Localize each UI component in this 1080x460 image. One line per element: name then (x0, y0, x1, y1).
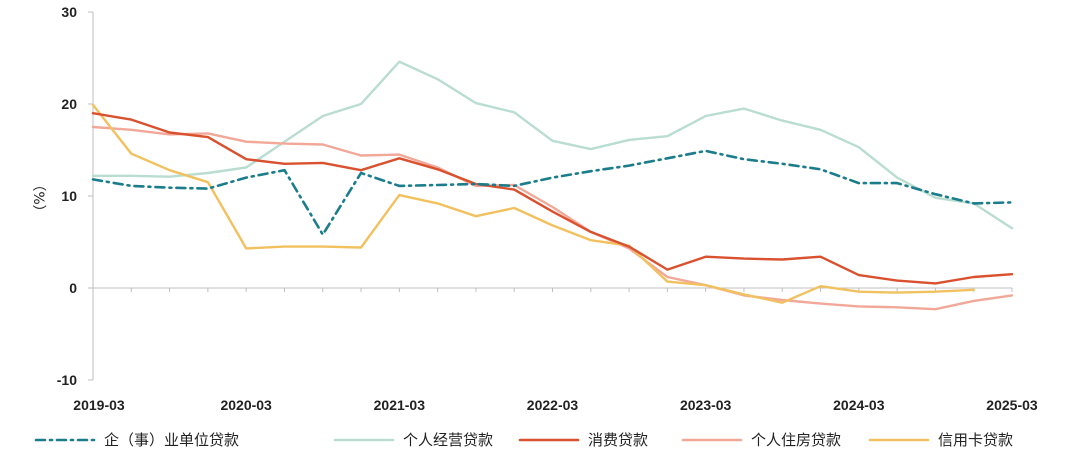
legend-label: 企（事）业单位贷款 (104, 431, 239, 449)
series-line-1 (91, 60, 1014, 230)
y-axis-label: （%） (30, 177, 46, 218)
y-tick-label: 30 (61, 4, 77, 20)
legend-label: 消费贷款 (588, 431, 648, 449)
y-tick-label: 20 (61, 96, 77, 112)
legend-label: 个人住房贷款 (751, 431, 841, 449)
x-tick-label: 2022-03 (527, 397, 579, 413)
legend-label: 个人经营贷款 (403, 431, 493, 449)
x-tick-label: 2024-03 (833, 397, 885, 413)
x-tick-label: 2019-03 (73, 397, 125, 413)
axes (92, 12, 1012, 380)
legend-label: 信用卡贷款 (938, 431, 1013, 449)
x-tick-label: 2025-03 (986, 397, 1038, 413)
x-tick-label: 2021-03 (374, 397, 426, 413)
y-tick-label: -10 (57, 372, 77, 388)
series-line-4 (91, 103, 975, 304)
x-tick-label: 2020-03 (220, 397, 272, 413)
y-tick-label: 10 (61, 188, 77, 204)
x-ticks: 2019-03 2020-03 2021-03 2022-03 2023-03 2024-… (73, 288, 1038, 413)
y-ticks: -10 0 10 20 30 (57, 4, 93, 388)
series-line-3 (91, 125, 1014, 311)
x-tick-label: 2023-03 (680, 397, 732, 413)
series-lines (91, 60, 1014, 311)
legend: 企（事）业单位贷款 个人经营贷款 消费贷款 个人住房贷款 信用卡贷款 (34, 431, 1013, 449)
y-tick-label: 0 (69, 280, 77, 296)
series-line-0 (91, 149, 1014, 236)
series-line-2 (91, 112, 1014, 285)
